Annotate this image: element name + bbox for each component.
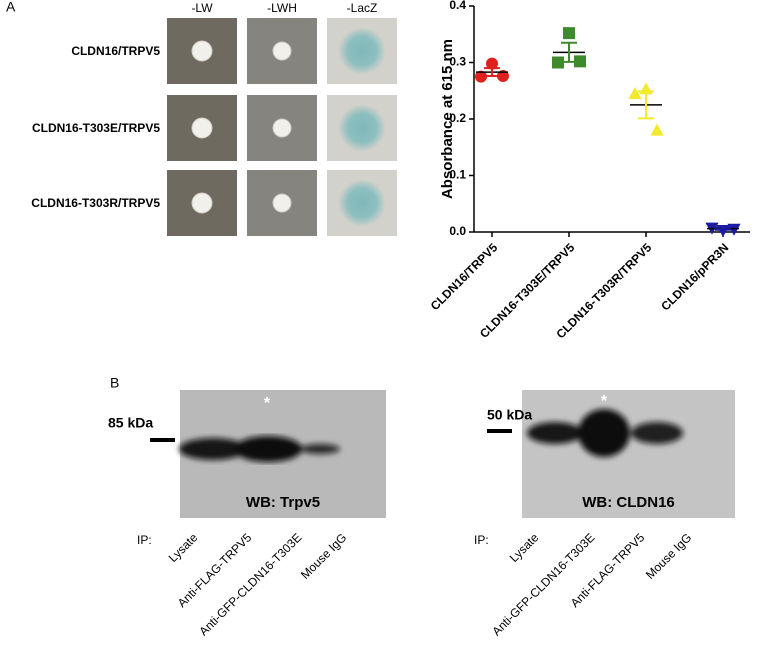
colony [272, 193, 292, 213]
error-bar [638, 90, 654, 120]
band [578, 409, 630, 457]
data-point [475, 70, 487, 83]
colony [191, 117, 213, 139]
data-point [628, 86, 642, 99]
x-tick-label: CLDN16/TRPV5 [428, 240, 501, 313]
data-point [486, 57, 498, 70]
band [527, 422, 583, 444]
y-tick-label: 0.2 [449, 111, 466, 125]
plate-row-label: CLDN16/TRPV5 [71, 44, 160, 58]
error-bar [561, 41, 577, 63]
size-marker-label: 85 kDa [108, 415, 153, 431]
blot-image [522, 390, 735, 518]
band [234, 436, 302, 462]
lane-label: Lysate [166, 530, 201, 565]
x-tick-label: CLDN16/pPR3N [658, 240, 731, 313]
blot-bands [527, 409, 683, 457]
band-note: * [264, 395, 271, 412]
lane-label: Mouse IgG [298, 530, 349, 581]
size-marker [150, 438, 175, 442]
plate-row-label: CLDN16-T303E/TRPV5 [32, 121, 160, 135]
colony [338, 104, 386, 152]
band [300, 444, 340, 454]
data-point [574, 55, 586, 68]
colony [338, 27, 386, 75]
lane-label: Anti-GFP-CLDN16-T303E [489, 530, 597, 638]
size-marker-label: 50 kDa [487, 407, 532, 423]
ip-label: IP: [137, 533, 152, 547]
error-bar [484, 67, 500, 78]
error-bar [715, 226, 731, 231]
size-marker [487, 429, 512, 433]
blot-caption: WB: CLDN16 [582, 494, 675, 511]
data-point [563, 27, 575, 40]
colony [272, 118, 292, 138]
blot-caption: WB: Trpv5 [246, 494, 320, 511]
band-note: * [601, 393, 608, 410]
lane-label: Mouse IgG [643, 530, 694, 581]
y-tick-label: 0.0 [449, 224, 466, 238]
blot-bands [179, 436, 340, 462]
panel-label: A [6, 0, 16, 15]
y-tick-label: 0.3 [449, 55, 466, 69]
y-tick-label: 0.4 [449, 0, 466, 12]
data-point [650, 123, 664, 136]
panel-label: B [110, 375, 119, 391]
y-tick-label: 0.1 [449, 168, 466, 182]
y-axis-label: Absorbance at 615 nm [439, 39, 456, 199]
plate-column-label: -LWH [267, 1, 297, 15]
colony [191, 40, 213, 62]
lane-label: Lysate [507, 530, 542, 565]
lane-label: Anti-GFP-CLDN16-T303E [196, 530, 304, 638]
plate-row-label: CLDN16-T303R/TRPV5 [31, 196, 160, 210]
colony [272, 41, 292, 61]
colony [191, 192, 213, 214]
colony [338, 179, 386, 227]
plate-column-label: -LacZ [347, 1, 378, 15]
band [179, 438, 247, 460]
data-point [497, 70, 509, 83]
data-point [552, 56, 564, 69]
band [631, 422, 683, 444]
ip-label: IP: [474, 533, 489, 547]
plate-column-label: -LW [191, 1, 213, 15]
